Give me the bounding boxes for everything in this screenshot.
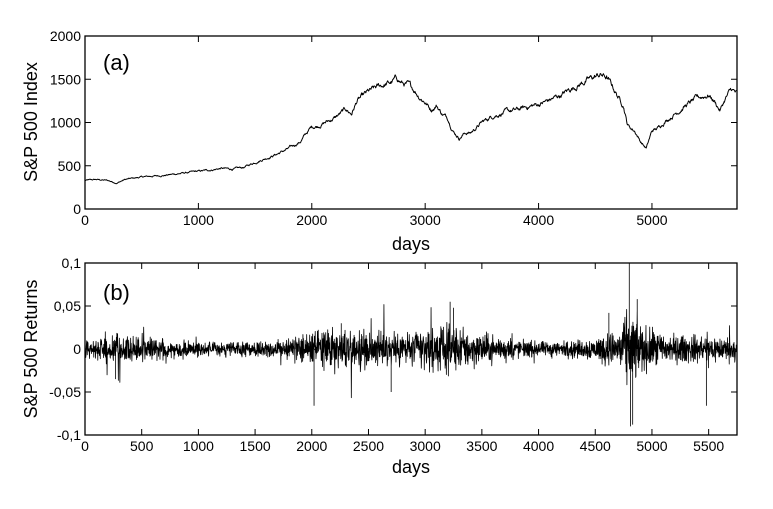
x-tick-label: 1000 [183, 212, 214, 228]
y-tick-label: -0,05 [49, 384, 81, 400]
y-tick-label: 1500 [50, 71, 81, 87]
y-tick-label: 0,1 [62, 255, 82, 271]
series-line-sp500-index [84, 73, 738, 185]
y-tick-label: 0,05 [54, 298, 81, 314]
x-tick-label: 4500 [580, 438, 611, 454]
y-tick-label: 0 [73, 341, 81, 357]
x-tick-label: 0 [81, 438, 89, 454]
x-tick-label: 3500 [466, 438, 497, 454]
y-tick-label: 2000 [50, 28, 81, 44]
y-tick-label: 1000 [50, 115, 81, 131]
y-tick-label: 500 [58, 158, 82, 174]
y-axis-label-a: S&P 500 Index [21, 62, 41, 182]
panel-b: 0 500 1000 1500 2000 2500 3000 3500 4000 4500 5000… [21, 255, 738, 477]
ticks-a: 0 1000 2000 3000 4000 5000 0 500 1000 1500 2000 [50, 28, 737, 228]
panel-a: 0 1000 2000 3000 4000 5000 0 500 1000 1500 2000 (a… [21, 28, 738, 254]
ticks-b: 0 500 1000 1500 2000 2500 3000 3500 4000 4500 5000… [49, 255, 737, 454]
y-tick-label: -0,1 [57, 427, 81, 443]
x-tick-label: 2500 [353, 438, 384, 454]
x-tick-label: 2000 [296, 438, 327, 454]
x-tick-label: 1000 [183, 438, 214, 454]
x-tick-label: 5000 [636, 438, 667, 454]
y-axis-label-b: S&P 500 Returns [21, 280, 41, 419]
x-axis-label-b: days [392, 457, 430, 477]
x-tick-label: 5000 [636, 212, 667, 228]
panel-label-a: (a) [103, 50, 130, 75]
x-tick-label: 5500 [693, 438, 724, 454]
x-tick-label: 0 [81, 212, 89, 228]
panel-label-b: (b) [103, 280, 130, 305]
x-tick-label: 4000 [523, 438, 554, 454]
x-tick-label: 3000 [410, 212, 441, 228]
x-tick-label: 2000 [296, 212, 327, 228]
y-tick-label: 0 [73, 201, 81, 217]
series-line-sp500-returns [84, 263, 738, 427]
plot-frame-a [84, 35, 738, 210]
x-axis-label-a: days [392, 234, 430, 254]
x-tick-label: 500 [130, 438, 154, 454]
x-tick-label: 1500 [240, 438, 271, 454]
x-tick-label: 3000 [410, 438, 441, 454]
x-tick-label: 4000 [523, 212, 554, 228]
